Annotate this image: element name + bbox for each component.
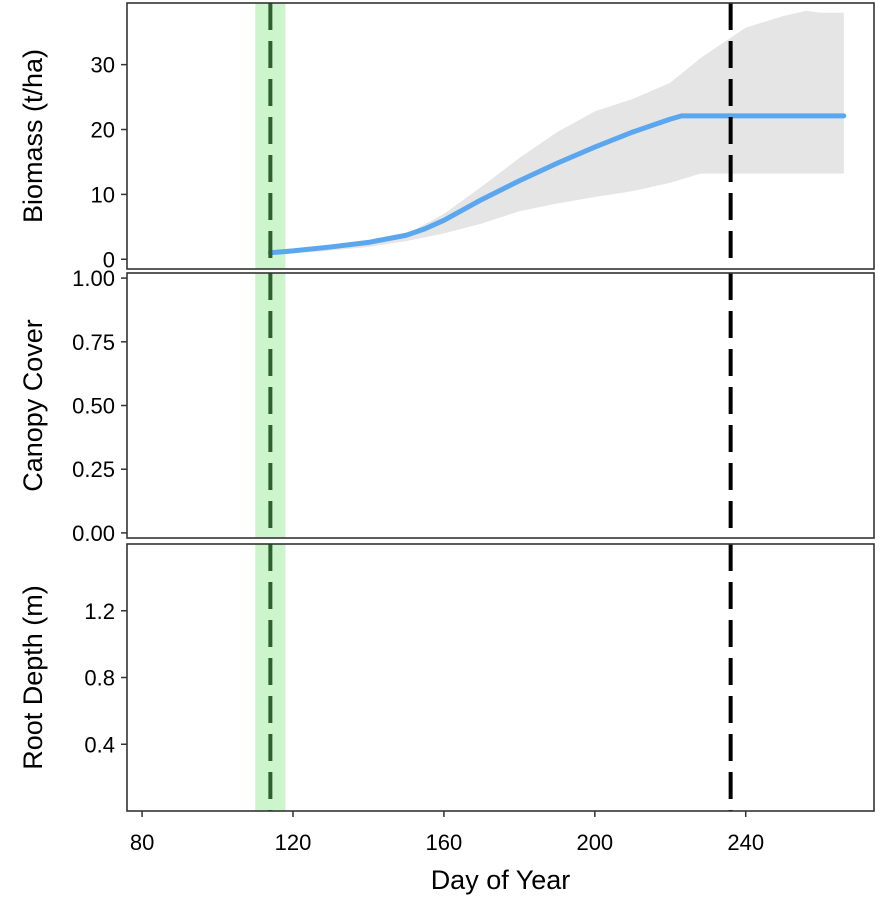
x-tick-label: 160	[426, 830, 463, 855]
y-tick-label: 20	[91, 118, 115, 143]
y-tick-label: 0.8	[84, 666, 115, 691]
vline-layer	[268, 3, 733, 811]
biomass-line	[267, 113, 847, 256]
y-axis-title-canopy: Canopy Cover	[18, 319, 48, 492]
x-axis-title: Day of Year	[431, 865, 571, 895]
x-tick-label: 80	[130, 830, 154, 855]
x-tick-label: 240	[727, 830, 764, 855]
x-tick-label: 200	[576, 830, 613, 855]
y-tick-label: 10	[91, 182, 115, 207]
title-layer: Biomass (t/ha) Canopy Cover Root Depth (…	[18, 49, 570, 895]
x-tick-label: 120	[275, 830, 312, 855]
panel-frame	[126, 272, 875, 539]
y-tick-label: 0.00	[72, 521, 115, 546]
line-layer	[267, 113, 847, 256]
band-layer	[270, 10, 844, 254]
tick-layer: 0 10 20 30 0.00 0.25 0.50 0.75 1.00 0.4 0.8 1.2 80 12…	[72, 53, 764, 855]
panel-frame	[126, 543, 875, 812]
y-tick-label: 30	[91, 53, 115, 78]
uncertainty-band	[270, 10, 844, 254]
y-axis-title-biomass: Biomass (t/ha)	[18, 49, 48, 223]
y-tick-label: 1.00	[72, 266, 115, 291]
y-tick-label: 1.2	[84, 599, 115, 624]
y-axis-title-root: Root Depth (m)	[18, 585, 48, 770]
panel-frame	[126, 2, 875, 270]
y-tick-label: 0	[103, 247, 115, 272]
y-tick-label: 0.4	[84, 732, 115, 757]
y-tick-label: 0.25	[72, 457, 115, 482]
y-tick-label: 0.50	[72, 394, 115, 419]
y-tick-label: 0.75	[72, 330, 115, 355]
